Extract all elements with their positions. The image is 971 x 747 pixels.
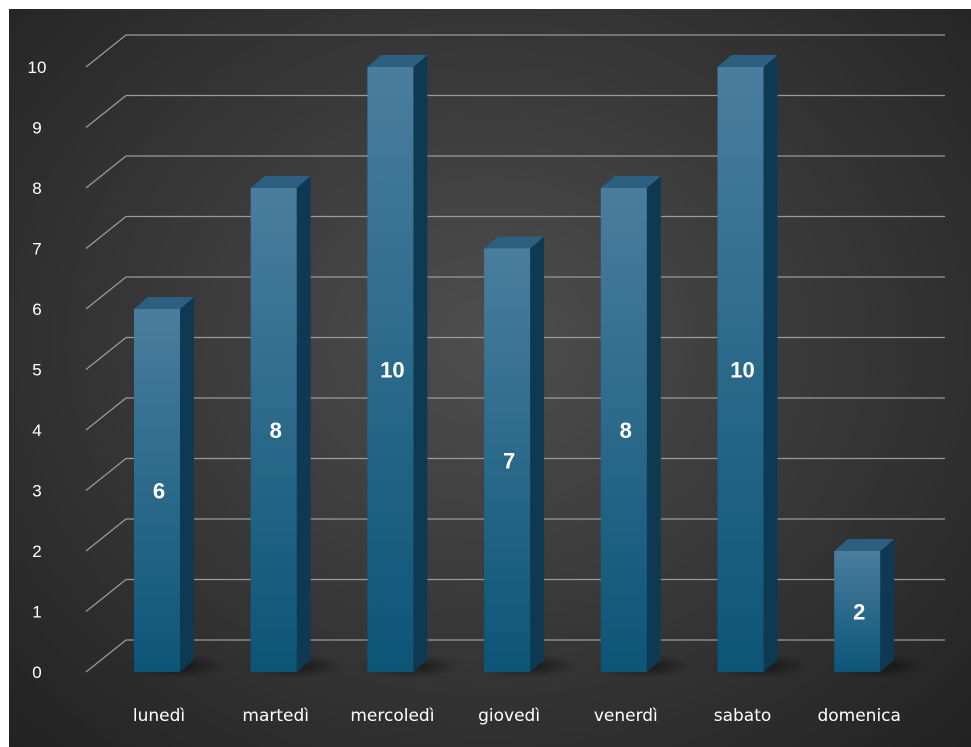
data-label-5: 10 xyxy=(730,358,754,383)
bar-top-6 xyxy=(834,539,895,551)
bar-front-2 xyxy=(367,67,414,672)
bar-front-5 xyxy=(717,67,764,672)
bar-side-3 xyxy=(530,236,545,672)
y-tick-label-10: 10 xyxy=(28,58,47,77)
bar-side-5 xyxy=(763,55,778,672)
x-tick-label-3: giovedì xyxy=(478,706,540,726)
bar-side-4 xyxy=(646,176,661,672)
gridline-3 xyxy=(85,457,945,492)
bar-venerdì xyxy=(600,176,661,672)
y-tick-label-1: 1 xyxy=(32,603,41,622)
data-label-0: 6 xyxy=(153,479,165,504)
y-tick-label-6: 6 xyxy=(32,300,41,319)
bar-side-1 xyxy=(296,176,311,672)
bar-top-0 xyxy=(134,297,194,309)
bar-domenica xyxy=(834,539,895,672)
bar-top-3 xyxy=(484,236,545,249)
bar-side-0 xyxy=(180,297,194,672)
bar-lunedì xyxy=(134,297,194,672)
data-label-3: 7 xyxy=(503,448,515,473)
x-axis-category-labels: lunedì martedì mercoledì giovedì venerdì saba… xyxy=(133,706,901,726)
gridline-10 xyxy=(85,34,945,68)
y-tick-label-8: 8 xyxy=(32,179,41,198)
bar-top-1 xyxy=(250,176,311,188)
bar-front-3 xyxy=(484,248,531,672)
bar-front-1 xyxy=(250,188,297,672)
bar-side-2 xyxy=(413,55,428,672)
x-tick-label-6: domenica xyxy=(817,706,900,726)
bar-top-4 xyxy=(600,176,661,188)
x-tick-label-0: lunedì xyxy=(133,706,185,726)
gridline-7 xyxy=(85,215,945,250)
y-tick-label-3: 3 xyxy=(32,482,41,501)
y-tick-label-0: 0 xyxy=(32,663,41,682)
gridline-1 xyxy=(85,578,945,613)
gridline-0 xyxy=(85,639,945,673)
bar-front-0 xyxy=(134,309,180,672)
bars xyxy=(134,55,895,672)
bar-front-6 xyxy=(834,551,881,672)
gridline-4 xyxy=(85,397,945,431)
y-tick-label-9: 9 xyxy=(32,119,41,138)
bar-side-6 xyxy=(880,539,895,672)
gridline-8 xyxy=(85,155,945,189)
x-tick-label-1: martedì xyxy=(242,706,309,726)
y-tick-label-4: 4 xyxy=(32,421,41,440)
y-axis-tick-labels: 0 1 2 3 4 5 6 7 8 9 10 xyxy=(28,58,47,682)
gridline-2 xyxy=(85,518,945,552)
x-tick-label-5: sabato xyxy=(714,706,772,726)
bar-giovedì xyxy=(484,236,545,672)
data-label-1: 8 xyxy=(270,418,282,443)
gridline-6 xyxy=(85,276,945,310)
bar-top-5 xyxy=(717,55,778,67)
gridline-5 xyxy=(85,336,945,371)
bar-front-4 xyxy=(600,188,647,672)
bar-mercoledì xyxy=(367,55,428,672)
data-label-4: 8 xyxy=(620,418,632,443)
data-labels: 6 8 10 7 8 10 2 xyxy=(153,358,865,625)
gridlines xyxy=(85,34,945,673)
data-label-2: 10 xyxy=(380,358,404,383)
bar-top-2 xyxy=(367,55,428,67)
bar-sabato xyxy=(717,55,778,672)
gridline-9 xyxy=(85,94,945,129)
bar-chart: 0 1 2 3 4 5 6 7 8 9 10 6 8 10 7 8 10 2 lunedì martedì merc… xyxy=(28,34,945,726)
y-tick-label-7: 7 xyxy=(32,240,41,259)
y-tick-label-5: 5 xyxy=(32,361,41,380)
data-label-6: 2 xyxy=(853,600,865,625)
y-tick-label-2: 2 xyxy=(32,542,41,561)
chart-background: 0 1 2 3 4 5 6 7 8 9 10 6 8 10 7 8 10 2 lunedì martedì merc… xyxy=(9,9,971,747)
bar-martedì xyxy=(250,176,311,672)
x-tick-label-4: venerdì xyxy=(594,706,658,726)
x-tick-label-2: mercoledì xyxy=(350,706,434,726)
